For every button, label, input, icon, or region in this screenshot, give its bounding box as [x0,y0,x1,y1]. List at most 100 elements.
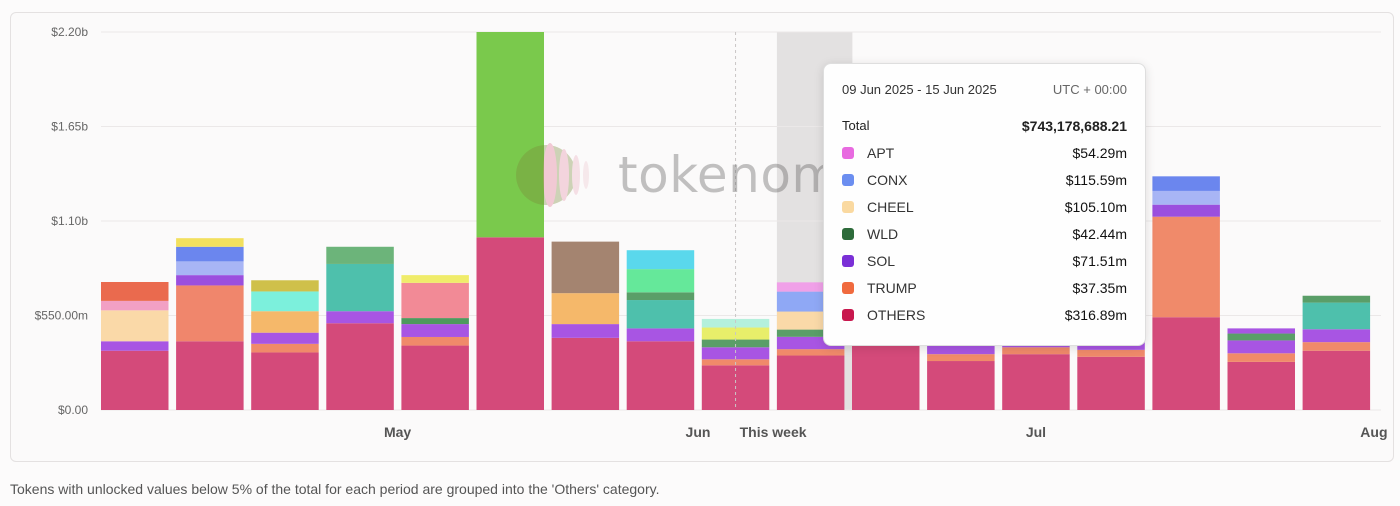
bar-stack[interactable] [176,238,244,410]
tooltip-header: 09 Jun 2025 - 15 Jun 2025 UTC + 00:00 [842,82,1127,97]
chart-tooltip: 09 Jun 2025 - 15 Jun 2025 UTC + 00:00 To… [823,63,1146,346]
bar-segment [776,282,845,292]
bar-segment [551,241,620,294]
bar-segment [326,311,394,324]
bar-segment [1077,356,1145,410]
y-tick-label: $1.65b [51,120,88,134]
bar-segment [1077,349,1145,357]
x-tick-label: This week [740,424,807,440]
tooltip-item-apt: APT $54.29m [842,139,1127,166]
y-tick-label: $1.10b [51,214,88,228]
bar-segment [251,291,319,312]
bar-segment [927,361,995,410]
x-tick-label: Jul [1026,424,1046,440]
bar-segment [1302,342,1371,351]
bar-segment [1302,329,1371,343]
chart-card: $2.20b $1.65b $1.10b $550.00m $0.00 May Jun Thi… [10,12,1394,462]
bar-segment [551,324,620,338]
bar-segment [401,336,469,346]
bar-segment [401,275,469,283]
bar-segment [1227,353,1295,362]
tooltip-item-name: OTHERS [867,306,926,323]
bar-stack[interactable] [1077,339,1145,410]
bar-stack[interactable] [251,280,319,410]
tooltip-items: APT $54.29m CONX $115.59m CHEEL $105.10m WLD $4… [842,139,1127,328]
tooltip-item-value: $54.29m [1072,144,1127,161]
tooltip-item-name: SOL [867,252,896,269]
bar-segment [852,341,920,410]
bar-segment [626,292,695,301]
bar-segment [101,300,169,311]
legend-swatch [842,254,854,267]
bar-segment [776,349,845,356]
bar-stack[interactable] [927,334,995,410]
bar-segment [251,332,319,344]
bar-segment [1227,328,1295,334]
bar-segment [1152,204,1220,217]
bar-segment [626,341,695,410]
tooltip-item-trump: TRUMP $37.35m [842,274,1127,301]
bar-segment [626,250,695,270]
bar-segment [251,352,319,410]
legend-swatch [842,173,854,186]
bar-stack[interactable] [326,246,394,410]
bar-segment [1302,302,1371,330]
tooltip-item-value: $316.89m [1064,306,1127,323]
bar-stack[interactable] [626,250,695,410]
bar-segment [1227,333,1295,341]
bar-segment [626,300,695,329]
bar-segment [626,328,695,342]
bar-segment [626,269,695,293]
bar-segment [251,343,319,353]
tooltip-item-value: $71.51m [1072,252,1127,269]
bar-segment [476,237,544,410]
bar-stack[interactable] [401,275,469,410]
tooltip-item-conx: CONX $115.59m [842,166,1127,193]
tooltip-date-range: 09 Jun 2025 - 15 Jun 2025 [842,82,997,97]
legend-swatch [842,281,854,294]
bar-segment [1302,350,1371,410]
bar-segment [101,341,169,351]
bar-segment [401,345,469,410]
y-tick-label: $0.00 [58,403,88,417]
bar-stack[interactable] [1002,336,1070,410]
tooltip-total-label: Total [842,118,870,133]
bar-segment [1002,354,1070,410]
bar-stack[interactable] [1227,328,1296,410]
tooltip-item-name: APT [867,144,895,161]
x-tick-label: May [384,424,411,440]
unlock-chart[interactable]: $2.20b $1.65b $1.10b $550.00m $0.00 May Jun Thi… [11,13,1394,462]
bar-segment [326,246,394,264]
footnote: Tokens with unlocked values below 5% of … [10,481,660,497]
bar-segment [1152,216,1220,318]
x-tick-label: Aug [1360,424,1387,440]
x-tick-label: Jun [686,424,711,440]
tooltip-item-wld: WLD $42.44m [842,220,1127,247]
tooltip-item-others: OTHERS $316.89m [842,301,1127,328]
bar-segment [701,339,770,348]
bar-segment [1152,317,1220,410]
legend-swatch [842,200,854,213]
tooltip-item-value: $105.10m [1064,198,1127,215]
bar-segment [326,263,394,312]
bar-stack[interactable] [476,32,545,410]
bar-stack[interactable] [551,241,620,410]
bar-segment [701,318,770,328]
bar-segment [701,347,770,360]
legend-swatch [842,308,854,321]
bar-segment [1002,347,1070,355]
tooltip-total-row: Total $743,178,688.21 [842,112,1127,139]
bar-stack[interactable] [1152,176,1220,410]
bar-segment [1227,340,1295,354]
tooltip-item-name: WLD [867,225,899,242]
bar-segment [927,354,995,362]
bar-segment [1152,176,1220,191]
bar-segment [101,281,169,301]
bar-segment [1302,295,1371,303]
bar-stack[interactable] [1302,295,1371,410]
bar-segment [476,32,544,238]
bar-segment [176,285,244,342]
bar-segment [551,337,620,410]
bar-stack[interactable] [101,281,169,410]
bar-segment [401,282,469,319]
